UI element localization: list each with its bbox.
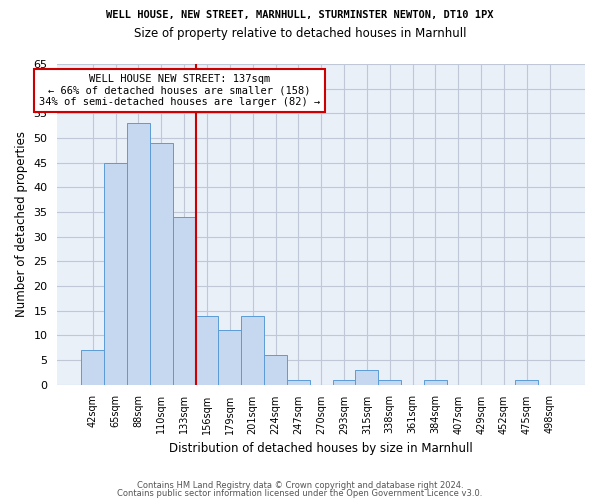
X-axis label: Distribution of detached houses by size in Marnhull: Distribution of detached houses by size … bbox=[169, 442, 473, 455]
Bar bbox=[355, 370, 379, 384]
Bar bbox=[332, 380, 355, 384]
Text: Contains HM Land Registry data © Crown copyright and database right 2024.: Contains HM Land Registry data © Crown c… bbox=[137, 481, 463, 490]
Text: WELL HOUSE NEW STREET: 137sqm
← 66% of detached houses are smaller (158)
34% of : WELL HOUSE NEW STREET: 137sqm ← 66% of d… bbox=[39, 74, 320, 107]
Bar bbox=[127, 123, 150, 384]
Bar bbox=[241, 316, 264, 384]
Bar bbox=[424, 380, 447, 384]
Bar bbox=[379, 380, 401, 384]
Bar bbox=[82, 350, 104, 384]
Bar bbox=[287, 380, 310, 384]
Bar bbox=[173, 217, 196, 384]
Y-axis label: Number of detached properties: Number of detached properties bbox=[15, 132, 28, 318]
Bar bbox=[515, 380, 538, 384]
Text: WELL HOUSE, NEW STREET, MARNHULL, STURMINSTER NEWTON, DT10 1PX: WELL HOUSE, NEW STREET, MARNHULL, STURMI… bbox=[106, 10, 494, 20]
Text: Size of property relative to detached houses in Marnhull: Size of property relative to detached ho… bbox=[134, 28, 466, 40]
Bar bbox=[150, 143, 173, 384]
Text: Contains public sector information licensed under the Open Government Licence v3: Contains public sector information licen… bbox=[118, 488, 482, 498]
Bar bbox=[218, 330, 241, 384]
Bar bbox=[264, 355, 287, 384]
Bar bbox=[104, 162, 127, 384]
Bar bbox=[196, 316, 218, 384]
